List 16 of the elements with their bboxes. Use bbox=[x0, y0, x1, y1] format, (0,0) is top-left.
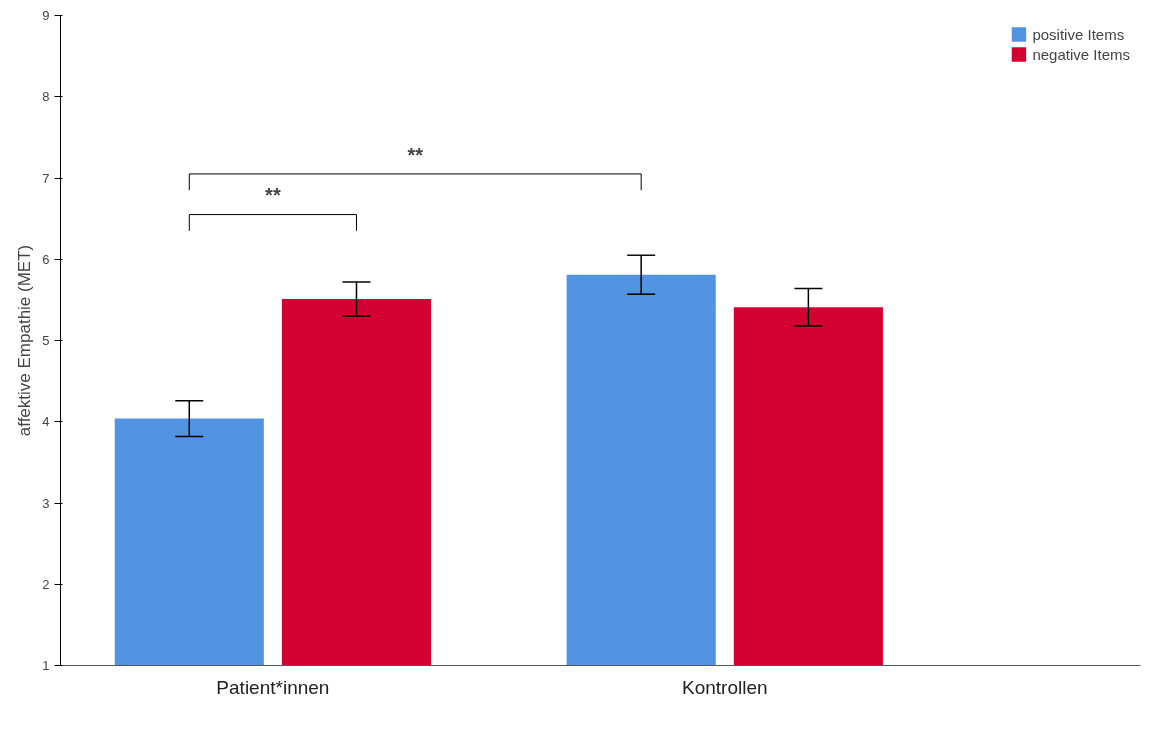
legend-label: positive Items bbox=[1032, 25, 1125, 43]
y-axis-title: affektive Empathie (MET) bbox=[15, 244, 35, 437]
x-tick-label: Kontrollen bbox=[681, 676, 768, 698]
annotation: ** bbox=[265, 184, 281, 207]
y-tick-label: 5 bbox=[42, 333, 50, 348]
y-tick-label: 7 bbox=[42, 170, 50, 186]
y-tick-label: 1 bbox=[42, 658, 50, 673]
annotation: ** bbox=[407, 143, 424, 166]
y-tick-label: 2 bbox=[42, 576, 50, 592]
x-tick-label: Patient*innen bbox=[216, 676, 330, 698]
y-tick-label: 6 bbox=[42, 251, 50, 267]
y-tick-label: 9 bbox=[42, 8, 50, 23]
y-tick-label: 8 bbox=[42, 89, 50, 105]
y-tick-label: 4 bbox=[42, 414, 50, 430]
y-tick-label: 3 bbox=[42, 495, 50, 511]
legend-label: negative Items bbox=[1032, 45, 1130, 63]
